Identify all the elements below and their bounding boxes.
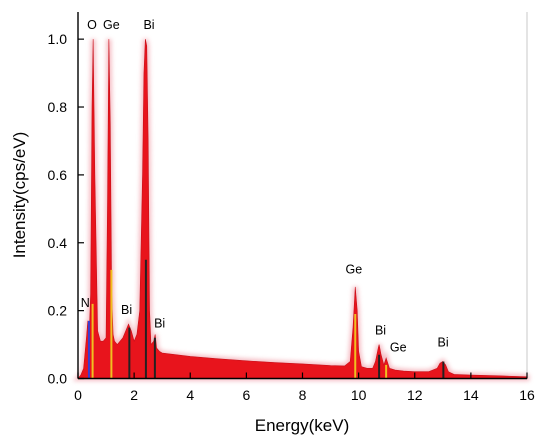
- y-axis-title: Intensity(cps/eV): [10, 132, 29, 259]
- x-tick-label: 8: [299, 387, 307, 403]
- peak-label-n: N: [81, 296, 90, 310]
- y-tick-label: 1.0: [48, 31, 68, 47]
- peak-label-ge: Ge: [346, 262, 363, 276]
- peak-label-bi: Bi: [375, 323, 386, 337]
- peak-label-ge: Ge: [390, 340, 407, 354]
- x-axis-title: Energy(keV): [255, 416, 349, 435]
- x-tick-label: 2: [130, 387, 138, 403]
- y-tick-label: 0.4: [48, 235, 68, 251]
- peak-labels: O Ge Bi N Bi Bi Ge Bi Ge Bi: [81, 18, 449, 354]
- x-tick-label: 16: [519, 387, 535, 403]
- y-tick-label: 0.8: [48, 99, 68, 115]
- ticks: 0 2 4 6 8 10 12 14 16 0.0 0.2 0.4 0.6 0.8 1.0: [48, 31, 535, 403]
- x-tick-label: 6: [242, 387, 250, 403]
- x-tick-label: 4: [186, 387, 194, 403]
- x-tick-label: 14: [463, 387, 479, 403]
- plot-area: [72, 38, 530, 381]
- spectrum-area: [77, 39, 528, 379]
- y-tick-label: 0.6: [48, 167, 68, 183]
- x-tick-label: 10: [351, 387, 367, 403]
- peak-label-o: O: [87, 18, 97, 32]
- peak-label-ge: Ge: [103, 18, 120, 32]
- x-tick-label: 12: [407, 387, 423, 403]
- x-tick-label: 0: [74, 387, 82, 403]
- peak-label-bi: Bi: [438, 335, 449, 349]
- peak-label-bi: Bi: [154, 317, 165, 331]
- peak-label-bi: Bi: [143, 18, 154, 32]
- peak-label-bi: Bi: [121, 303, 132, 317]
- y-tick-label: 0.0: [48, 371, 68, 387]
- y-tick-label: 0.2: [48, 303, 68, 319]
